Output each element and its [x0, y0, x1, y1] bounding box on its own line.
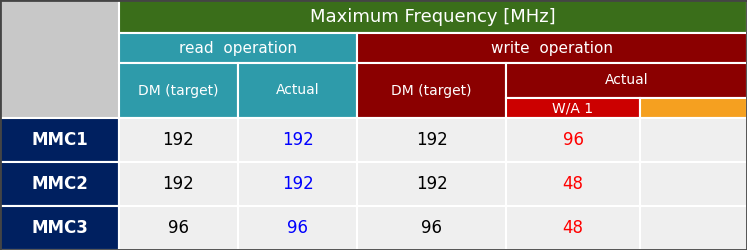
Bar: [238, 63, 357, 118]
Text: Actual: Actual: [276, 84, 319, 98]
Text: 48: 48: [562, 175, 583, 193]
Bar: [119, 118, 238, 162]
Text: 192: 192: [415, 175, 447, 193]
Bar: [506, 98, 640, 118]
Text: 192: 192: [415, 131, 447, 149]
Bar: [506, 118, 640, 162]
Bar: [357, 33, 747, 63]
Text: Maximum Frequency [MHz]: Maximum Frequency [MHz]: [310, 8, 556, 26]
Text: read  operation: read operation: [179, 40, 297, 56]
Bar: [640, 118, 747, 162]
Bar: [0, 118, 119, 162]
Bar: [119, 0, 747, 33]
Text: 192: 192: [282, 131, 314, 149]
Bar: [506, 63, 747, 98]
Bar: [119, 63, 238, 118]
Bar: [238, 206, 357, 250]
Text: 96: 96: [421, 219, 442, 237]
Text: 96: 96: [287, 219, 308, 237]
Bar: [640, 98, 747, 118]
Bar: [640, 162, 747, 206]
Bar: [119, 33, 357, 63]
Bar: [0, 0, 119, 118]
Bar: [0, 162, 119, 206]
Text: MMC1: MMC1: [31, 131, 88, 149]
Bar: [640, 206, 747, 250]
Bar: [357, 118, 506, 162]
Text: 48: 48: [562, 219, 583, 237]
Text: 192: 192: [163, 131, 194, 149]
Text: DM (target): DM (target): [138, 84, 219, 98]
Bar: [238, 118, 357, 162]
Text: DM (target): DM (target): [391, 84, 472, 98]
Text: 96: 96: [562, 131, 583, 149]
Bar: [119, 162, 238, 206]
Text: 192: 192: [163, 175, 194, 193]
Text: MMC3: MMC3: [31, 219, 88, 237]
Bar: [357, 162, 506, 206]
Text: 192: 192: [282, 175, 314, 193]
Text: 96: 96: [168, 219, 189, 237]
Bar: [506, 206, 640, 250]
Bar: [119, 206, 238, 250]
Text: W/A 1: W/A 1: [553, 101, 594, 115]
Text: write  operation: write operation: [491, 40, 613, 56]
Bar: [506, 162, 640, 206]
Text: Actual: Actual: [604, 74, 648, 88]
Bar: [238, 162, 357, 206]
Bar: [357, 63, 506, 118]
Text: MMC2: MMC2: [31, 175, 88, 193]
Bar: [0, 206, 119, 250]
Bar: [357, 206, 506, 250]
